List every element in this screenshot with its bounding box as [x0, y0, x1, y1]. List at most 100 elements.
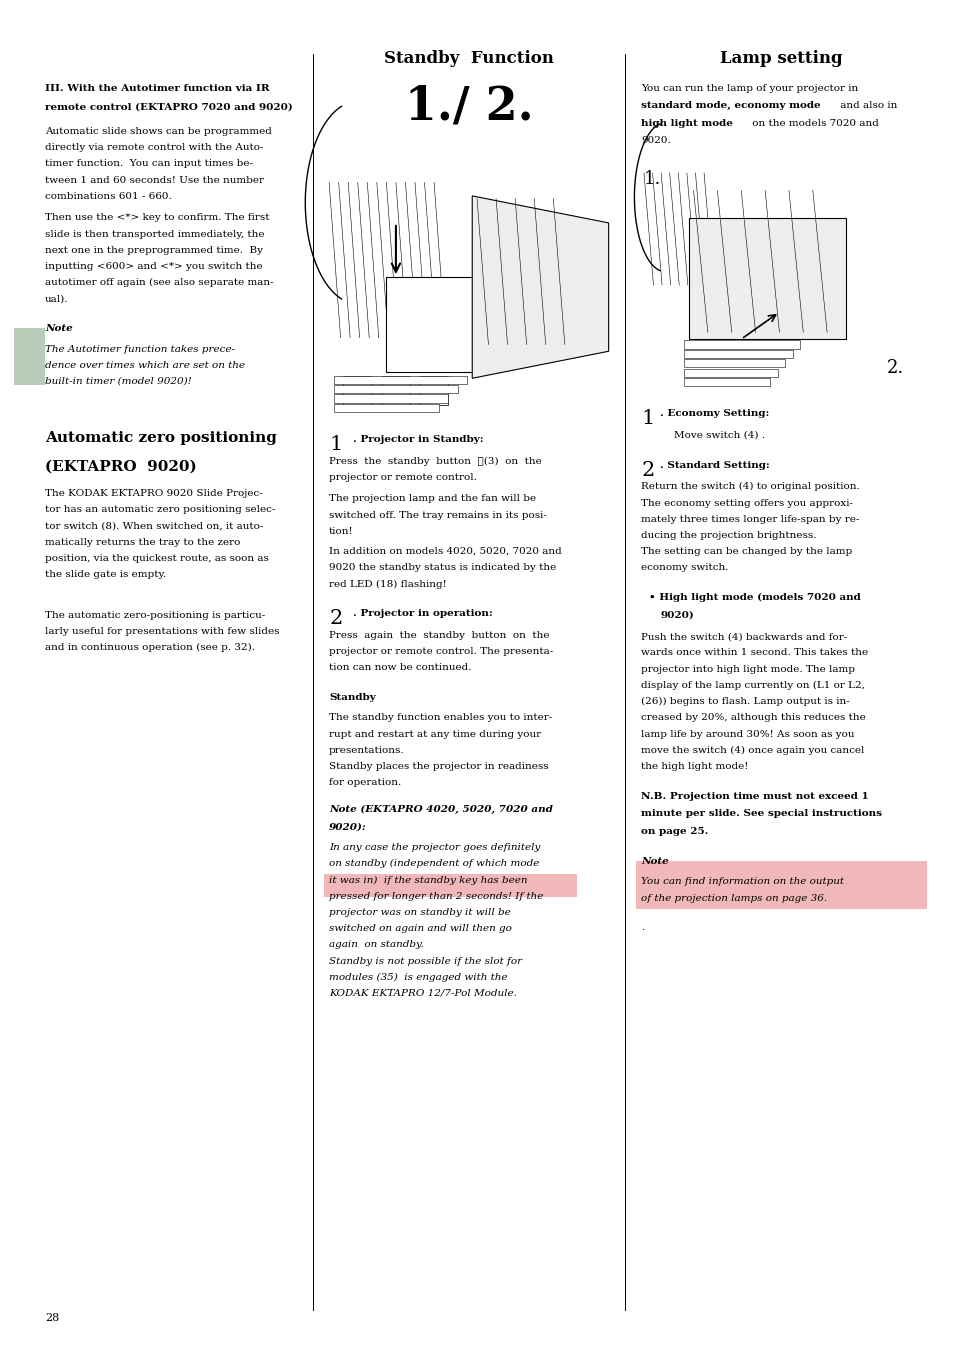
Text: matically returns the tray to the zero: matically returns the tray to the zero: [45, 538, 240, 547]
Text: Press  the  standby  button  ⏻(3)  on  the: Press the standby button ⏻(3) on the: [329, 457, 541, 466]
Text: standard mode, economy mode: standard mode, economy mode: [640, 101, 820, 111]
Text: 9020 the standby status is indicated by the: 9020 the standby status is indicated by …: [329, 563, 556, 573]
Text: . Projector in operation:: . Projector in operation:: [353, 609, 492, 619]
Text: 2.: 2.: [886, 359, 903, 377]
Text: 2: 2: [640, 461, 654, 480]
Bar: [683, 340, 800, 349]
Text: built-in timer (model 9020)!: built-in timer (model 9020)!: [45, 377, 192, 386]
Text: In addition on models 4020, 5020, 7020 and: In addition on models 4020, 5020, 7020 a…: [329, 547, 561, 557]
Text: on standby (independent of which mode: on standby (independent of which mode: [329, 859, 539, 869]
Text: economy switch.: economy switch.: [640, 563, 728, 573]
Bar: [636, 157, 924, 393]
Bar: [419, 376, 448, 405]
Text: III. With the Autotimer function via IR: III. With the Autotimer function via IR: [45, 84, 269, 93]
Text: move the switch (4) once again you cancel: move the switch (4) once again you cance…: [640, 746, 863, 755]
Text: Standby places the projector in readiness: Standby places the projector in readines…: [329, 762, 548, 771]
Text: switched on again and will then go: switched on again and will then go: [329, 924, 512, 934]
Text: and in continuous operation (see p. 32).: and in continuous operation (see p. 32).: [45, 643, 254, 653]
Text: Standby: Standby: [329, 693, 375, 703]
Text: tor has an automatic zero positioning selec-: tor has an automatic zero positioning se…: [45, 505, 274, 515]
Text: larly useful for presentations with few slides: larly useful for presentations with few …: [45, 627, 279, 636]
Text: (EKTAPRO  9020): (EKTAPRO 9020): [45, 459, 196, 473]
Bar: [386, 277, 500, 372]
Text: switched off. The tray remains in its posi-: switched off. The tray remains in its po…: [329, 511, 546, 520]
Text: projector into high light mode. The lamp: projector into high light mode. The lamp: [640, 665, 854, 674]
Text: The Autotimer function takes prece-: The Autotimer function takes prece-: [45, 345, 234, 354]
Text: dence over times which are set on the: dence over times which are set on the: [45, 361, 245, 370]
Text: In any case the projector goes definitely: In any case the projector goes definitel…: [329, 843, 540, 852]
Text: rupt and restart at any time during your: rupt and restart at any time during your: [329, 730, 540, 739]
Text: • High light mode (models 7020 and: • High light mode (models 7020 and: [648, 593, 860, 603]
Text: 28: 28: [45, 1313, 59, 1323]
Text: . Standard Setting:: . Standard Setting:: [659, 461, 769, 470]
Text: Automatic slide shows can be programmed: Automatic slide shows can be programmed: [45, 127, 272, 136]
Text: Automatic zero positioning: Automatic zero positioning: [45, 431, 276, 444]
Text: again  on standby.: again on standby.: [329, 940, 423, 950]
Text: and also in: and also in: [836, 101, 896, 111]
Bar: [343, 376, 372, 405]
Text: ducing the projection brightness.: ducing the projection brightness.: [640, 531, 816, 540]
Text: pressed for longer than 2 seconds! If the: pressed for longer than 2 seconds! If th…: [329, 892, 543, 901]
Bar: [683, 369, 777, 377]
Text: on page 25.: on page 25.: [640, 827, 708, 836]
Text: combinations 601 - 660.: combinations 601 - 660.: [45, 192, 172, 201]
Text: the slide gate is empty.: the slide gate is empty.: [45, 570, 166, 580]
Text: The KODAK EKTAPRO 9020 Slide Projec-: The KODAK EKTAPRO 9020 Slide Projec-: [45, 489, 262, 499]
Text: 2: 2: [329, 609, 342, 628]
Text: tion!: tion!: [329, 527, 354, 536]
Text: You can find information on the output: You can find information on the output: [640, 877, 843, 886]
Text: The projection lamp and the fan will be: The projection lamp and the fan will be: [329, 494, 536, 504]
FancyBboxPatch shape: [324, 874, 577, 897]
Text: remote control (EKTAPRO 7020 and 9020): remote control (EKTAPRO 7020 and 9020): [45, 103, 293, 112]
Text: the high light mode!: the high light mode!: [640, 762, 748, 771]
Text: You can run the lamp of your projector in: You can run the lamp of your projector i…: [640, 84, 858, 93]
Text: 1: 1: [640, 409, 654, 428]
Text: The automatic zero-positioning is particu-: The automatic zero-positioning is partic…: [45, 611, 265, 620]
Text: projector was on standby it will be: projector was on standby it will be: [329, 908, 511, 917]
Text: 9020): 9020): [659, 611, 693, 620]
Text: 1: 1: [329, 435, 342, 454]
Text: presentations.: presentations.: [329, 746, 404, 755]
Text: next one in the preprogrammed time.  By: next one in the preprogrammed time. By: [45, 246, 263, 255]
Text: tween 1 and 60 seconds! Use the number: tween 1 and 60 seconds! Use the number: [45, 176, 264, 185]
Text: Push the switch (4) backwards and for-: Push the switch (4) backwards and for-: [640, 632, 846, 642]
Text: The economy setting offers you approxi-: The economy setting offers you approxi-: [640, 499, 852, 508]
Text: autotimer off again (see also separate man-: autotimer off again (see also separate m…: [45, 278, 274, 288]
Text: Note: Note: [640, 857, 668, 866]
Text: Move switch (4) .: Move switch (4) .: [674, 431, 764, 440]
Bar: [683, 378, 769, 386]
Text: modules (35)  is engaged with the: modules (35) is engaged with the: [329, 973, 507, 982]
Bar: [334, 385, 457, 393]
Text: N.B. Projection time must not exceed 1: N.B. Projection time must not exceed 1: [640, 792, 868, 801]
Text: 1./ 2.: 1./ 2.: [404, 84, 533, 130]
Bar: [683, 359, 784, 367]
FancyBboxPatch shape: [14, 328, 45, 385]
Text: Return the switch (4) to original position.: Return the switch (4) to original positi…: [640, 482, 859, 492]
Text: Press  again  the  standby  button  on  the: Press again the standby button on the: [329, 631, 549, 640]
Text: 9020):: 9020):: [329, 823, 367, 832]
Text: inputting <600> and <*> you switch the: inputting <600> and <*> you switch the: [45, 262, 262, 272]
Bar: [683, 350, 792, 358]
Text: tor switch (8). When switched on, it auto-: tor switch (8). When switched on, it aut…: [45, 521, 263, 531]
Text: directly via remote control with the Auto-: directly via remote control with the Aut…: [45, 143, 263, 153]
Bar: [334, 404, 438, 412]
Text: Then use the <*> key to confirm. The first: Then use the <*> key to confirm. The fir…: [45, 213, 269, 223]
Text: tion can now be continued.: tion can now be continued.: [329, 663, 471, 673]
Text: Standby is not possible if the slot for: Standby is not possible if the slot for: [329, 957, 521, 966]
Text: of the projection lamps on page 36.: of the projection lamps on page 36.: [640, 894, 826, 904]
Text: on the models 7020 and: on the models 7020 and: [748, 119, 878, 128]
Text: timer function.  You can input times be-: timer function. You can input times be-: [45, 159, 253, 169]
Text: for operation.: for operation.: [329, 778, 401, 788]
Bar: [334, 394, 448, 403]
Bar: [381, 376, 410, 405]
Text: position, via the quickest route, as soon as: position, via the quickest route, as soo…: [45, 554, 269, 563]
Bar: [324, 169, 613, 419]
Text: mately three times longer life-span by re-: mately three times longer life-span by r…: [640, 515, 859, 524]
Text: . Projector in Standby:: . Projector in Standby:: [353, 435, 483, 444]
Text: Standby  Function: Standby Function: [383, 50, 554, 68]
Text: The setting can be changed by the lamp: The setting can be changed by the lamp: [640, 547, 851, 557]
Text: Lamp setting: Lamp setting: [719, 50, 841, 68]
Text: 1.: 1.: [643, 170, 660, 188]
Text: Note (EKTAPRO 4020, 5020, 7020 and: Note (EKTAPRO 4020, 5020, 7020 and: [329, 805, 553, 815]
Text: it was in)  if the standby key has been: it was in) if the standby key has been: [329, 875, 527, 885]
